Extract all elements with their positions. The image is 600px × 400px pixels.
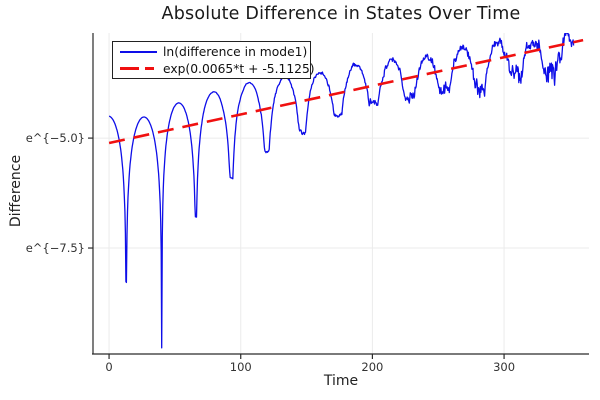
x-tick-label: 0 (105, 360, 112, 374)
legend-entry-red: exp(0.0065*t + -5.1125) (120, 61, 315, 77)
chart-title: Absolute Difference in States Over Time (161, 4, 521, 24)
y-tick-label: e^{−7.5} (26, 241, 85, 255)
red-dash-sample-icon (120, 67, 157, 70)
legend-entry-blue: ln(difference in mode1) (120, 44, 308, 60)
legend-box: ln(difference in mode1) exp(0.0065*t + -… (112, 41, 315, 79)
x-tick-label: 200 (361, 360, 383, 374)
blue-series-path (108, 33, 575, 349)
x-tick-label: 100 (230, 360, 252, 374)
x-tick-label: 300 (493, 360, 515, 374)
blue-line-sample-icon (120, 50, 157, 53)
legend-label: ln(difference in mode1) (163, 44, 308, 59)
y-axis-label: Difference (8, 154, 24, 228)
legend-label: exp(0.0065*t + -5.1125) (163, 61, 315, 76)
x-axis-label: Time (323, 373, 359, 389)
red-trend-path (108, 38, 584, 145)
y-tick-label: e^{−5.0} (26, 131, 85, 145)
